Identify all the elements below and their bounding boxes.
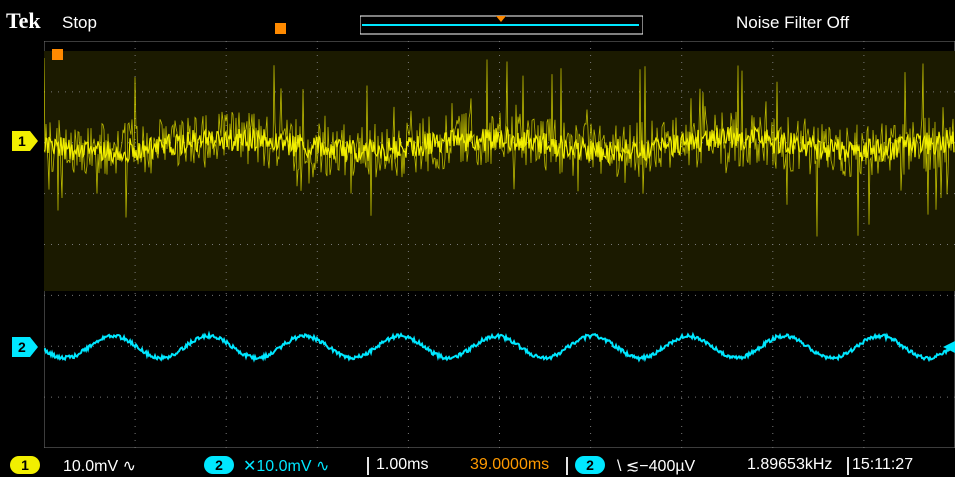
brand-logo: Tek bbox=[6, 8, 41, 33]
ac-coupling-icon: ∿ bbox=[316, 458, 330, 475]
falling-edge-icon: \ bbox=[617, 458, 626, 475]
ch2-badge[interactable]: 2 bbox=[204, 456, 234, 474]
ch1-waveform bbox=[44, 57, 955, 237]
ac-coupling-icon: ∿ bbox=[122, 458, 136, 475]
trigger-level[interactable]: \ ≲−400µV bbox=[617, 458, 696, 475]
divider bbox=[367, 457, 369, 475]
trigger-marker-icon bbox=[52, 49, 63, 60]
status-bar: Tek Stop Noise Filter Off bbox=[0, 0, 955, 38]
channel-1-marker[interactable]: 1 bbox=[12, 131, 38, 151]
ch1-badge[interactable]: 1 bbox=[10, 456, 40, 474]
record-view-bar bbox=[360, 15, 643, 35]
channel-2-trigger-level-arrow[interactable] bbox=[943, 341, 955, 353]
trigger-position-icon bbox=[275, 23, 286, 34]
ch1-scale[interactable]: 10.0mV ∿ bbox=[63, 458, 136, 475]
measurement-readout: 1 10.0mV ∿ 2 ✕10.0mV ∿ 1.00ms 39.0000ms … bbox=[0, 452, 955, 477]
clock-time: 15:11:27 bbox=[852, 456, 914, 473]
horizontal-position[interactable]: 39.0000ms bbox=[470, 456, 550, 473]
ch2-scale[interactable]: ✕10.0mV ∿ bbox=[243, 458, 330, 475]
timebase[interactable]: 1.00ms bbox=[376, 456, 429, 473]
ch2-waveform bbox=[44, 330, 955, 363]
grid bbox=[44, 41, 955, 448]
channel-2-marker[interactable]: 2 bbox=[12, 337, 38, 357]
divider bbox=[566, 457, 568, 475]
noise-filter-status: Noise Filter Off bbox=[736, 13, 850, 32]
acquisition-state: Stop bbox=[62, 13, 97, 32]
trigger-frequency: 1.89653kHz bbox=[747, 456, 833, 473]
divider bbox=[847, 457, 849, 475]
svg-text:1: 1 bbox=[18, 133, 26, 149]
waveform-plot bbox=[44, 41, 955, 448]
svg-text:2: 2 bbox=[18, 339, 26, 355]
ch1-waveform-core bbox=[44, 125, 955, 165]
waveform-graticule bbox=[44, 41, 955, 448]
trigger-source-badge[interactable]: 2 bbox=[575, 456, 605, 474]
